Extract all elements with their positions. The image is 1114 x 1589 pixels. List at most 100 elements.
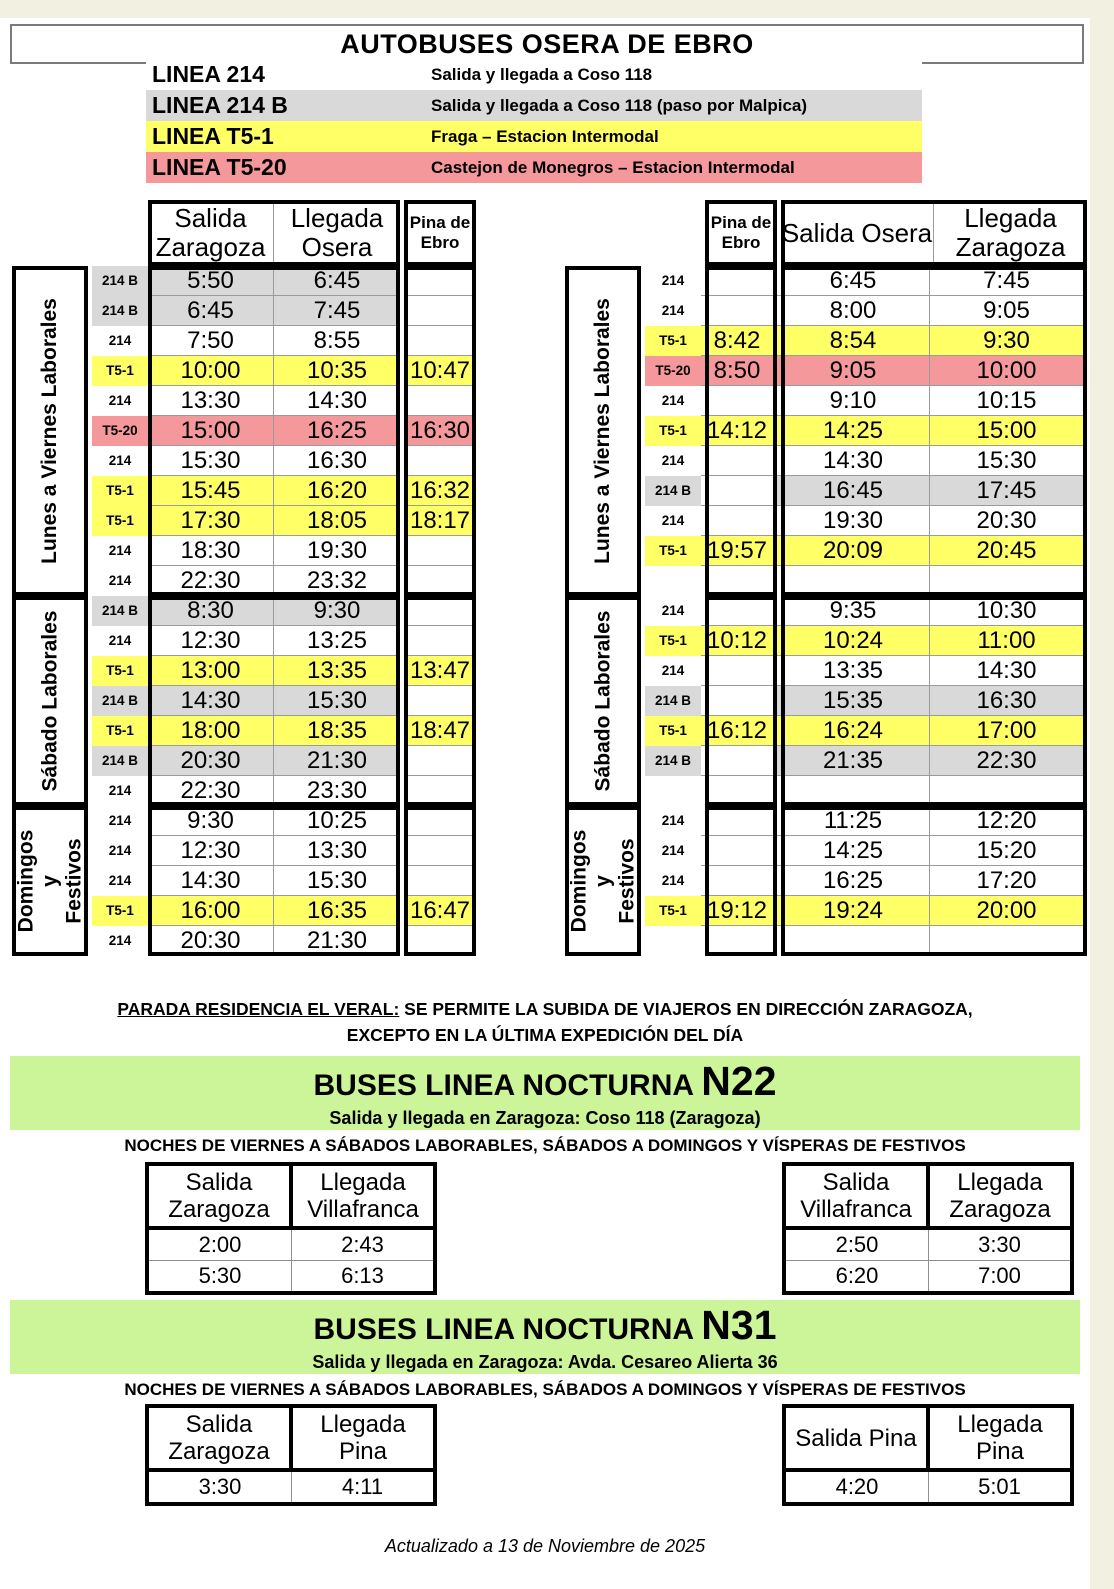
day-group-label: Sábado Laborales <box>38 610 62 792</box>
timetable-row: 2:50 3:30 <box>786 1230 1070 1260</box>
time-cell-salida: 22:30 <box>148 566 274 596</box>
line-badge: 214 <box>92 806 148 836</box>
timetable-row: T5-1 17:30 18:05 18:17 <box>92 506 476 536</box>
time-cell-pina <box>404 326 476 356</box>
day-group-weekdays: Lunes a Viernes Laborales <box>565 266 641 596</box>
timetable-row: 214 13:30 14:30 <box>92 386 476 416</box>
time-cell-llegada: 10:35 <box>274 356 400 386</box>
column-header-llegada-osera: Llegada Osera <box>274 200 400 266</box>
column-header-salida-villafranca: Salida Villafranca <box>800 1169 912 1223</box>
time-cell-llegada: 13:35 <box>274 656 400 686</box>
day-group-saturday: Sábado Laborales <box>565 596 641 806</box>
nocturna-n22-banner: BUSES LINEA NOCTURNA N22 Salida y llegad… <box>10 1056 1080 1130</box>
time-cell-pina: 19:57 <box>701 536 773 566</box>
n22-return-table: Salida Villafranca Llegada Zaragoza 2:50… <box>782 1162 1074 1295</box>
legend-line-description: Salida y llegada a Coso 118 (paso por Ma… <box>431 96 808 115</box>
time-cell-llegada: 20:45 <box>930 536 1083 566</box>
timetable-row: T5-1 16:12 16:24 17:00 <box>645 716 1083 746</box>
day-group-label: Sábado Laborales <box>591 610 615 792</box>
time-cell-salida: 21:35 <box>777 746 930 776</box>
time-cell-salida <box>777 566 930 596</box>
time-cell-salida: 14:30 <box>777 446 930 476</box>
column-header-pina-de-ebro: Pina de Ebro <box>404 200 476 266</box>
timetable-row: 2:00 2:43 <box>149 1230 433 1260</box>
line-badge: T5-20 <box>92 416 148 446</box>
time-cell-pina <box>701 446 773 476</box>
timetable-row: T5-1 16:00 16:35 16:47 <box>92 896 476 926</box>
title-box: AUTOBUSES OSERA DE EBRO <box>10 24 1084 64</box>
time-cell-llegada: 17:45 <box>930 476 1083 506</box>
time-cell: 4:11 <box>291 1472 433 1502</box>
n31-outbound-table-rows: 3:30 4:11 <box>149 1472 433 1502</box>
time-cell-pina: 10:47 <box>404 356 476 386</box>
time-cell-pina <box>404 686 476 716</box>
time-cell-pina <box>404 296 476 326</box>
line-badge: T5-1 <box>645 716 701 746</box>
time-cell-llegada: 22:30 <box>930 746 1083 776</box>
timetable-row: T5-1 8:42 8:54 9:30 <box>645 326 1083 356</box>
inbound-sunday-rows: 214 11:25 12:20 214 14:25 15:20 214 16:2… <box>645 806 1083 956</box>
time-cell-pina <box>404 536 476 566</box>
n22-line-badge: N22 <box>701 1058 777 1104</box>
time-cell-llegada: 6:45 <box>274 266 400 296</box>
timetable-row: T5-1 14:12 14:25 15:00 <box>645 416 1083 446</box>
timetable-row: 214 11:25 12:20 <box>645 806 1083 836</box>
time-cell-salida: 16:25 <box>777 866 930 896</box>
time-cell-pina <box>404 776 476 806</box>
time-cell: 5:30 <box>198 1263 242 1288</box>
outbound-saturday-rows: 214 B 8:30 9:30 214 12:30 13:25 T5-1 13:… <box>92 596 476 806</box>
time-cell-salida: 9:10 <box>777 386 930 416</box>
timetable-row: 214 15:30 16:30 <box>92 446 476 476</box>
time-cell-llegada: 15:00 <box>930 416 1083 446</box>
timetable-row: 214 7:50 8:55 <box>92 326 476 356</box>
line-badge: 214 <box>645 596 701 626</box>
line-badge <box>645 776 701 806</box>
legend-row-t5-20: LINEA T5-20 Castejon de Monegros – Estac… <box>0 152 1090 183</box>
timetable-row: 214 22:30 23:30 <box>92 776 476 806</box>
time-cell-pina <box>701 806 773 836</box>
time-cell-pina <box>404 836 476 866</box>
time-cell-salida: 13:35 <box>777 656 930 686</box>
time-cell: 2:43 <box>291 1230 433 1260</box>
line-badge: 214 <box>645 506 701 536</box>
outbound-sunday-rows: 214 9:30 10:25 214 12:30 13:30 214 14:30… <box>92 806 476 956</box>
time-cell: 2:00 <box>198 1232 242 1257</box>
time-cell-salida: 20:30 <box>148 746 274 776</box>
timetable-row: 214 16:25 17:20 <box>645 866 1083 896</box>
legend-line-description: Fraga – Estacion Intermodal <box>431 127 659 146</box>
time-cell-salida: 14:25 <box>777 416 930 446</box>
n31-line-badge: N31 <box>701 1302 777 1348</box>
line-badge: 214 <box>645 266 701 296</box>
time-cell-llegada: 13:30 <box>274 836 400 866</box>
line-badge: 214 B <box>645 746 701 776</box>
time-cell-salida: 13:00 <box>148 656 274 686</box>
time-cell-llegada: 21:30 <box>274 746 400 776</box>
line-badge: 214 <box>92 866 148 896</box>
time-cell-llegada: 13:25 <box>274 626 400 656</box>
time-cell-pina <box>701 686 773 716</box>
line-badge: T5-1 <box>645 326 701 356</box>
timetable-row: 6:20 7:00 <box>786 1260 1070 1291</box>
time-cell-llegada: 16:25 <box>274 416 400 446</box>
timetable-row <box>645 926 1083 956</box>
time-cell-llegada: 18:35 <box>274 716 400 746</box>
legend-strip: LINEA 214 Salida y llegada a Coso 118 <box>146 59 922 90</box>
time-cell-salida: 16:24 <box>777 716 930 746</box>
time-cell-pina: 10:12 <box>701 626 773 656</box>
line-badge: 214 <box>92 926 148 956</box>
time-cell-pina <box>701 296 773 326</box>
line-badge: 214 <box>645 386 701 416</box>
time-cell-salida: 22:30 <box>148 776 274 806</box>
legend-line-description: Salida y llegada a Coso 118 <box>431 65 653 84</box>
line-badge: 214 B <box>92 596 148 626</box>
time-cell-salida: 16:00 <box>148 896 274 926</box>
n22-outbound-table-rows: 2:00 2:43 5:30 6:13 <box>149 1230 433 1291</box>
time-cell-salida: 8:30 <box>148 596 274 626</box>
nocturna-n31-banner: BUSES LINEA NOCTURNA N31 Salida y llegad… <box>10 1300 1080 1374</box>
timetable-row: T5-20 8:50 9:05 10:00 <box>645 356 1083 386</box>
column-header-salida-zaragoza: Salida Zaragoza <box>168 1411 270 1465</box>
updated-date: Actualizado a 13 de Noviembre de 2025 <box>384 1536 706 1556</box>
time-cell-salida <box>777 776 930 806</box>
time-cell-llegada: 11:00 <box>930 626 1083 656</box>
day-group-sunday: Domingos y Festivos <box>565 806 641 956</box>
